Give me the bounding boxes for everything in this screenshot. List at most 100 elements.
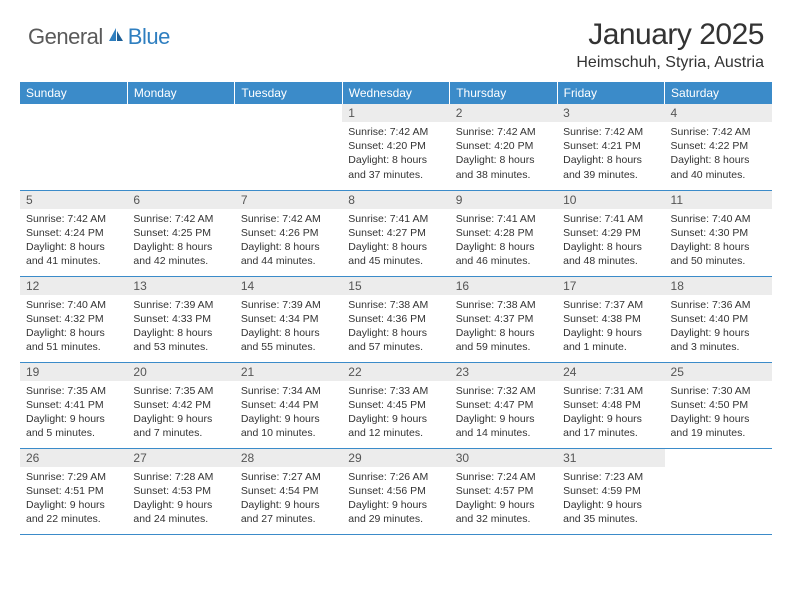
day-number: 20 — [127, 363, 234, 381]
calendar-day-cell: 23Sunrise: 7:32 AMSunset: 4:47 PMDayligh… — [450, 362, 557, 448]
day-number: 10 — [557, 191, 664, 209]
day-details: Sunrise: 7:35 AMSunset: 4:41 PMDaylight:… — [20, 381, 127, 445]
day-number: 19 — [20, 363, 127, 381]
page-header: General Blue January 2025 Heimschuh, Sty… — [0, 0, 792, 76]
title-block: January 2025 Heimschuh, Styria, Austria — [576, 18, 764, 72]
day-number: 25 — [665, 363, 772, 381]
day-details: Sunrise: 7:40 AMSunset: 4:30 PMDaylight:… — [665, 209, 772, 273]
calendar-week-row: 26Sunrise: 7:29 AMSunset: 4:51 PMDayligh… — [20, 448, 772, 534]
day-details: Sunrise: 7:30 AMSunset: 4:50 PMDaylight:… — [665, 381, 772, 445]
calendar-day-cell: 7Sunrise: 7:42 AMSunset: 4:26 PMDaylight… — [235, 190, 342, 276]
calendar-week-row: 12Sunrise: 7:40 AMSunset: 4:32 PMDayligh… — [20, 276, 772, 362]
calendar-week-row: 19Sunrise: 7:35 AMSunset: 4:41 PMDayligh… — [20, 362, 772, 448]
calendar-day-cell: 24Sunrise: 7:31 AMSunset: 4:48 PMDayligh… — [557, 362, 664, 448]
brand-sail-icon — [107, 26, 125, 49]
day-number: 23 — [450, 363, 557, 381]
calendar-day-cell: 3Sunrise: 7:42 AMSunset: 4:21 PMDaylight… — [557, 104, 664, 190]
day-details: Sunrise: 7:39 AMSunset: 4:33 PMDaylight:… — [127, 295, 234, 359]
weekday-header: Wednesday — [342, 82, 449, 104]
day-number: 8 — [342, 191, 449, 209]
calendar-day-cell: 30Sunrise: 7:24 AMSunset: 4:57 PMDayligh… — [450, 448, 557, 534]
day-number: 15 — [342, 277, 449, 295]
day-details: Sunrise: 7:36 AMSunset: 4:40 PMDaylight:… — [665, 295, 772, 359]
calendar-day-cell: 31Sunrise: 7:23 AMSunset: 4:59 PMDayligh… — [557, 448, 664, 534]
calendar-day-cell — [127, 104, 234, 190]
month-title: January 2025 — [576, 18, 764, 52]
day-details: Sunrise: 7:35 AMSunset: 4:42 PMDaylight:… — [127, 381, 234, 445]
day-number: 2 — [450, 104, 557, 122]
calendar-day-cell — [235, 104, 342, 190]
day-number: 29 — [342, 449, 449, 467]
calendar-day-cell: 15Sunrise: 7:38 AMSunset: 4:36 PMDayligh… — [342, 276, 449, 362]
day-details: Sunrise: 7:42 AMSunset: 4:26 PMDaylight:… — [235, 209, 342, 273]
day-details: Sunrise: 7:23 AMSunset: 4:59 PMDaylight:… — [557, 467, 664, 531]
day-details: Sunrise: 7:34 AMSunset: 4:44 PMDaylight:… — [235, 381, 342, 445]
calendar-day-cell: 1Sunrise: 7:42 AMSunset: 4:20 PMDaylight… — [342, 104, 449, 190]
day-number: 30 — [450, 449, 557, 467]
day-details: Sunrise: 7:42 AMSunset: 4:22 PMDaylight:… — [665, 122, 772, 186]
day-number: 22 — [342, 363, 449, 381]
day-details: Sunrise: 7:40 AMSunset: 4:32 PMDaylight:… — [20, 295, 127, 359]
calendar-day-cell — [665, 448, 772, 534]
day-number: 12 — [20, 277, 127, 295]
weekday-header: Monday — [127, 82, 234, 104]
day-number: 18 — [665, 277, 772, 295]
day-number: 24 — [557, 363, 664, 381]
calendar-day-cell: 16Sunrise: 7:38 AMSunset: 4:37 PMDayligh… — [450, 276, 557, 362]
calendar-day-cell: 22Sunrise: 7:33 AMSunset: 4:45 PMDayligh… — [342, 362, 449, 448]
calendar-body: 1Sunrise: 7:42 AMSunset: 4:20 PMDaylight… — [20, 104, 772, 534]
calendar-head: SundayMondayTuesdayWednesdayThursdayFrid… — [20, 82, 772, 104]
day-number: 6 — [127, 191, 234, 209]
day-details: Sunrise: 7:42 AMSunset: 4:20 PMDaylight:… — [450, 122, 557, 186]
calendar-day-cell: 6Sunrise: 7:42 AMSunset: 4:25 PMDaylight… — [127, 190, 234, 276]
day-details: Sunrise: 7:29 AMSunset: 4:51 PMDaylight:… — [20, 467, 127, 531]
day-number: 27 — [127, 449, 234, 467]
day-number: 11 — [665, 191, 772, 209]
weekday-header: Saturday — [665, 82, 772, 104]
weekday-header: Friday — [557, 82, 664, 104]
day-number: 28 — [235, 449, 342, 467]
day-details: Sunrise: 7:31 AMSunset: 4:48 PMDaylight:… — [557, 381, 664, 445]
day-number: 13 — [127, 277, 234, 295]
day-number: 17 — [557, 277, 664, 295]
day-details: Sunrise: 7:32 AMSunset: 4:47 PMDaylight:… — [450, 381, 557, 445]
calendar-day-cell: 28Sunrise: 7:27 AMSunset: 4:54 PMDayligh… — [235, 448, 342, 534]
day-number: 3 — [557, 104, 664, 122]
day-number: 1 — [342, 104, 449, 122]
calendar-day-cell: 12Sunrise: 7:40 AMSunset: 4:32 PMDayligh… — [20, 276, 127, 362]
day-details: Sunrise: 7:33 AMSunset: 4:45 PMDaylight:… — [342, 381, 449, 445]
calendar-day-cell: 14Sunrise: 7:39 AMSunset: 4:34 PMDayligh… — [235, 276, 342, 362]
weekday-header: Tuesday — [235, 82, 342, 104]
day-number: 4 — [665, 104, 772, 122]
day-number: 5 — [20, 191, 127, 209]
day-number: 26 — [20, 449, 127, 467]
day-number: 9 — [450, 191, 557, 209]
brand-text-2: Blue — [128, 24, 170, 50]
calendar-day-cell: 10Sunrise: 7:41 AMSunset: 4:29 PMDayligh… — [557, 190, 664, 276]
location-subtitle: Heimschuh, Styria, Austria — [576, 54, 764, 72]
day-number: 21 — [235, 363, 342, 381]
weekday-header: Thursday — [450, 82, 557, 104]
day-number: 7 — [235, 191, 342, 209]
calendar-day-cell: 19Sunrise: 7:35 AMSunset: 4:41 PMDayligh… — [20, 362, 127, 448]
day-number: 14 — [235, 277, 342, 295]
calendar-day-cell: 9Sunrise: 7:41 AMSunset: 4:28 PMDaylight… — [450, 190, 557, 276]
calendar-day-cell: 18Sunrise: 7:36 AMSunset: 4:40 PMDayligh… — [665, 276, 772, 362]
day-details: Sunrise: 7:41 AMSunset: 4:28 PMDaylight:… — [450, 209, 557, 273]
calendar-week-row: 5Sunrise: 7:42 AMSunset: 4:24 PMDaylight… — [20, 190, 772, 276]
calendar-table: SundayMondayTuesdayWednesdayThursdayFrid… — [20, 82, 772, 535]
calendar-week-row: 1Sunrise: 7:42 AMSunset: 4:20 PMDaylight… — [20, 104, 772, 190]
day-details: Sunrise: 7:27 AMSunset: 4:54 PMDaylight:… — [235, 467, 342, 531]
day-details: Sunrise: 7:24 AMSunset: 4:57 PMDaylight:… — [450, 467, 557, 531]
calendar-day-cell: 27Sunrise: 7:28 AMSunset: 4:53 PMDayligh… — [127, 448, 234, 534]
calendar-day-cell: 13Sunrise: 7:39 AMSunset: 4:33 PMDayligh… — [127, 276, 234, 362]
day-details: Sunrise: 7:41 AMSunset: 4:29 PMDaylight:… — [557, 209, 664, 273]
day-details: Sunrise: 7:38 AMSunset: 4:36 PMDaylight:… — [342, 295, 449, 359]
day-details: Sunrise: 7:26 AMSunset: 4:56 PMDaylight:… — [342, 467, 449, 531]
calendar-day-cell: 20Sunrise: 7:35 AMSunset: 4:42 PMDayligh… — [127, 362, 234, 448]
day-details: Sunrise: 7:42 AMSunset: 4:20 PMDaylight:… — [342, 122, 449, 186]
calendar-day-cell: 5Sunrise: 7:42 AMSunset: 4:24 PMDaylight… — [20, 190, 127, 276]
brand-logo: General Blue — [28, 18, 170, 50]
weekday-header: Sunday — [20, 82, 127, 104]
day-details: Sunrise: 7:42 AMSunset: 4:25 PMDaylight:… — [127, 209, 234, 273]
